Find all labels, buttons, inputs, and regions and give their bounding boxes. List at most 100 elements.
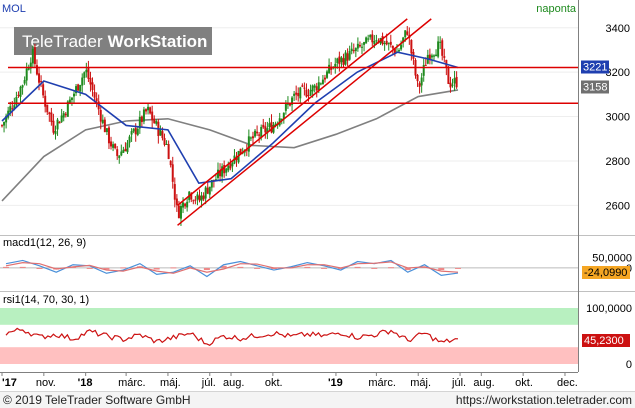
price-tick-label: 3000 (606, 112, 630, 124)
price-tick-label: 3200 (606, 67, 630, 79)
website-link[interactable]: https://workstation.teletrader.com (455, 393, 632, 407)
macd-badge-bg (582, 266, 630, 279)
candle-body (198, 195, 201, 201)
candle-body (19, 86, 22, 97)
candle-body (184, 203, 187, 207)
price-tick-label: 2800 (606, 156, 630, 168)
candle-body (64, 113, 67, 116)
candle-body (142, 109, 145, 122)
candle-body (251, 136, 254, 139)
macd-hist-bar (438, 267, 445, 271)
candle-body (128, 136, 131, 143)
candle-body (21, 85, 24, 88)
candle-body (367, 38, 370, 40)
macd-hist-bar (103, 267, 110, 270)
candle-body (361, 46, 363, 48)
candle-body (400, 44, 403, 50)
candle-body (35, 65, 38, 75)
sma-slow-path (1, 89, 459, 202)
macd-hist-bar (86, 267, 93, 269)
candle-body (282, 112, 285, 120)
candle-body (140, 116, 143, 123)
candle-body (169, 160, 172, 166)
candle-body (342, 58, 345, 65)
candle-body (295, 92, 298, 95)
candle-body (29, 62, 32, 69)
candle-body (356, 43, 359, 49)
candle-body (340, 57, 343, 63)
candle-body (289, 103, 291, 106)
macd-title: macd1(12, 26, 9) (3, 237, 86, 249)
rsi-path (5, 327, 459, 346)
macd-panel[interactable]: macd1(12, 26, 9) 050,0000 -24,0990 (0, 235, 635, 280)
candle-body (196, 194, 199, 200)
candle-body (200, 195, 203, 201)
time-axis-label: máj. (160, 377, 181, 389)
time-axis-labels: '17 nov. '18 márc. máj. júl. aug. okt. '19 márc. m… (1, 372, 578, 389)
candle-body (387, 42, 390, 44)
rsi-panel[interactable]: rsi1(14, 70, 30, 1) 0 100,0000 45,2300 (0, 291, 635, 372)
candle-body (235, 157, 238, 161)
chart-canvas[interactable]: TeleTrader WorkStation MOL naponta 2600 28… (0, 0, 635, 391)
sma-slow-line (1, 89, 459, 202)
candle-body (70, 97, 73, 100)
time-axis[interactable]: '17 nov. '18 márc. máj. júl. aug. okt. '19 márc. m… (0, 372, 578, 389)
symbol-label: MOL (2, 3, 26, 15)
candle-body (145, 109, 147, 112)
macd-hist-bar (254, 267, 261, 269)
candle-body (381, 36, 384, 45)
candle-body (350, 48, 353, 52)
macd-hist-bar (3, 266, 9, 268)
resistance-lines[interactable] (8, 66, 578, 104)
time-axis-label: júl. (451, 377, 466, 389)
candle-body (208, 186, 211, 195)
candle-body (272, 124, 275, 133)
logo-text-bold: WorkStation (108, 32, 208, 51)
candle-body (15, 96, 18, 105)
macd-signal-path (5, 261, 459, 274)
candle-body (313, 85, 316, 88)
candle-body (260, 126, 263, 139)
time-axis-label: okt. (265, 377, 283, 389)
macd-hist-bar (19, 266, 26, 268)
price-badge-bg (581, 60, 609, 74)
price-panel[interactable]: TeleTrader WorkStation MOL naponta 2600 28… (0, 0, 635, 235)
price-badge-bg (581, 80, 609, 94)
candle-body (375, 40, 378, 42)
candle-body (132, 128, 135, 132)
candle-body (369, 34, 372, 38)
candle-body (227, 165, 230, 171)
candle-body (439, 41, 442, 43)
candle-body (25, 68, 28, 81)
candle-body (307, 95, 310, 97)
trend-channel[interactable] (177, 18, 432, 226)
candle-body (118, 155, 121, 159)
candle-body (373, 41, 376, 45)
macd-last-value-badge: -24,0990 (582, 266, 630, 279)
candle-body (416, 75, 419, 82)
candle-body (437, 41, 440, 57)
candle-body (52, 120, 55, 133)
candle-body (56, 119, 59, 130)
candle-body (428, 54, 431, 60)
price-tick-label: 3400 (606, 23, 630, 35)
candle-body (354, 48, 357, 52)
candle-body (262, 124, 265, 128)
rsi-badge-bg (582, 334, 630, 347)
candle-body (391, 46, 394, 49)
candle-body (389, 41, 392, 45)
candle-body (91, 82, 94, 91)
candle-body (264, 126, 267, 133)
candle-body (321, 79, 324, 85)
candle-body (81, 77, 84, 86)
rsi-zones (0, 308, 578, 364)
macd-hist-bar (371, 267, 378, 269)
price-axis-background (578, 0, 635, 235)
candle-body (280, 119, 283, 121)
candle-body (328, 64, 331, 74)
footer-bar: © 2019 TeleTrader Software GmbH https://… (0, 391, 635, 408)
candle-body (346, 53, 349, 61)
sma-fast-line (1, 51, 459, 185)
candle-body (79, 85, 82, 92)
